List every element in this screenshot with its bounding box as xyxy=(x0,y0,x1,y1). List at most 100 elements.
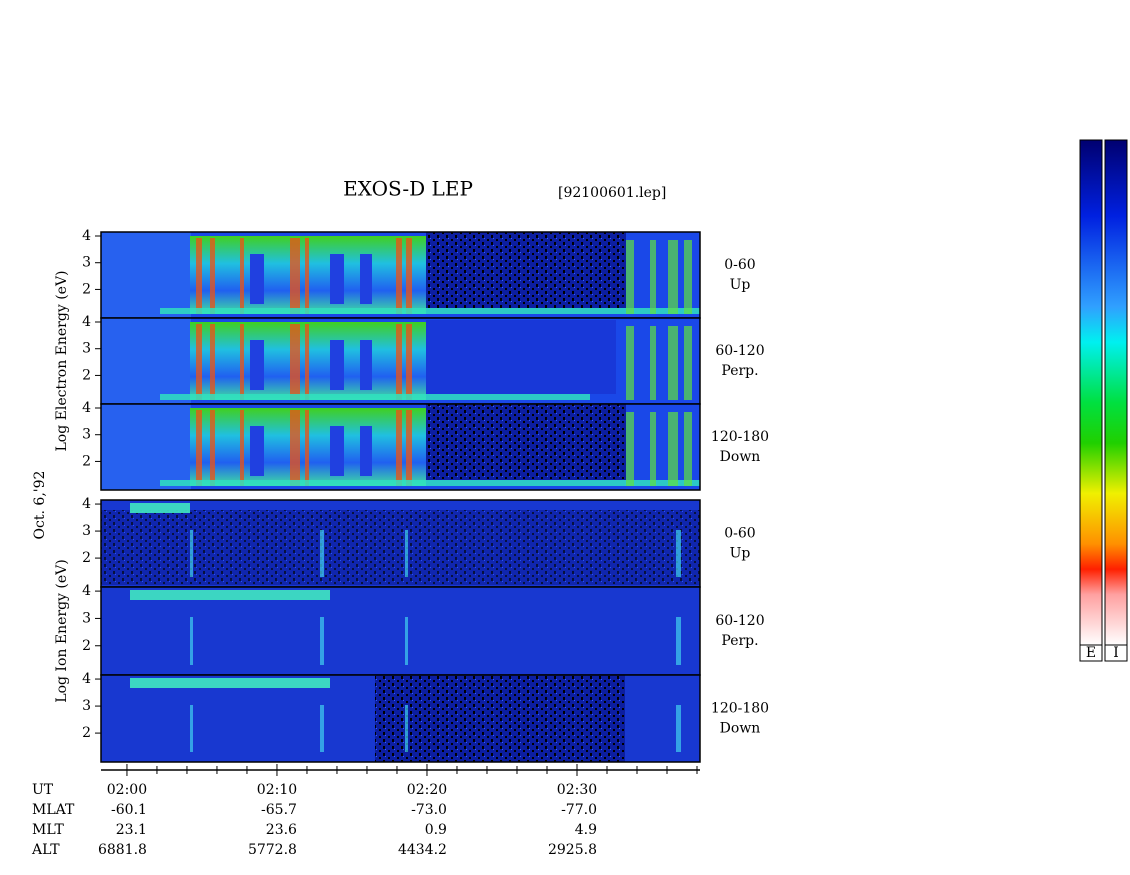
panel-frame xyxy=(100,403,701,491)
gap-region xyxy=(330,426,344,476)
quiet-region xyxy=(426,404,626,480)
intensity-stripe xyxy=(668,240,678,314)
y-tick-label: 4 xyxy=(82,400,91,416)
intensity-stripe xyxy=(676,617,681,665)
x-tick-label: 02:20 xyxy=(407,782,447,798)
intensity-stripe xyxy=(676,530,681,577)
panel-label: 60-120 xyxy=(715,613,764,629)
spectrogram-panel: 2 3 4 60-120 Perp. xyxy=(82,583,765,676)
low-energy-region xyxy=(101,404,191,490)
y-tick-label: 4 xyxy=(82,228,91,244)
intensity-stripe xyxy=(210,238,215,314)
noise-region xyxy=(375,675,625,762)
intensity-stripe xyxy=(405,530,408,577)
panel-label: 120-180 xyxy=(711,429,769,445)
intensity-stripe xyxy=(190,705,193,752)
intensity-stripe xyxy=(290,410,300,486)
x-tick-label: 02:00 xyxy=(107,782,147,798)
orbit-value: 5772.8 xyxy=(248,842,297,858)
intensity-stripe xyxy=(396,324,402,400)
y-tick-label: 3 xyxy=(82,255,91,271)
orbit-value: 4.9 xyxy=(575,822,597,838)
y-tick-label: 3 xyxy=(82,610,91,626)
y-tick-label: 3 xyxy=(82,523,91,539)
y-tick-label: 2 xyxy=(82,367,91,383)
orbit-value: 6881.8 xyxy=(98,842,147,858)
low-energy-band xyxy=(160,394,590,400)
intensity-stripe xyxy=(626,240,634,314)
panel-label: Down xyxy=(720,449,761,465)
low-energy-region xyxy=(101,318,191,404)
spectrogram-panel: 2 3 4 120-180 Down xyxy=(82,671,769,763)
title-block: EXOS-D LEP [92100601.lep] xyxy=(343,177,666,202)
intensity-stripe xyxy=(196,238,202,314)
quiet-region xyxy=(426,232,626,308)
panel-label: 60-120 xyxy=(715,343,764,359)
intensity-stripe xyxy=(190,617,193,665)
orbit-value: 0.9 xyxy=(425,822,447,838)
intensity-stripe xyxy=(684,326,692,400)
panel-frame xyxy=(100,674,701,763)
colorbars: E I xyxy=(1079,139,1128,662)
noise-region xyxy=(101,510,700,585)
intensity-stripe xyxy=(406,410,412,486)
x-tick-label: 02:30 xyxy=(557,782,597,798)
orbit-value: 2925.8 xyxy=(548,842,597,858)
panel-label: Up xyxy=(730,546,751,562)
y-axis-label: Log Electron Energy (eV) xyxy=(54,270,70,451)
intensity-stripe xyxy=(240,238,244,314)
colorbar-label-box xyxy=(1104,644,1128,662)
intensity-stripe xyxy=(650,240,656,314)
panel-background xyxy=(101,587,700,675)
orbit-row-label: UT xyxy=(32,782,54,798)
intensity-stripe xyxy=(676,705,681,752)
intensity-stripe xyxy=(650,412,656,486)
orbit-value: 23.6 xyxy=(266,822,297,838)
panel-label: 0-60 xyxy=(724,526,755,542)
spectrogram-panels: 2 3 4 0-60 Up 2 3 4 60-120 Perp. 2 3 4 120-180 Down 2 3 4… xyxy=(82,228,769,763)
y-tick-label: 4 xyxy=(82,671,91,687)
orbit-value: 23.1 xyxy=(116,822,147,838)
orbit-value: -73.0 xyxy=(411,802,447,818)
orbit-value: -60.1 xyxy=(111,802,147,818)
low-energy-region xyxy=(101,232,191,318)
gap-region xyxy=(360,254,372,304)
panel-label: Perp. xyxy=(721,633,758,649)
spectrogram-panel: 2 3 4 0-60 Up xyxy=(82,496,756,588)
ion-beam xyxy=(130,503,190,513)
chart-title: EXOS-D LEP xyxy=(343,177,473,201)
orbit-value: 4434.2 xyxy=(398,842,447,858)
intensity-stripe xyxy=(406,324,412,400)
intensity-stripe xyxy=(668,412,678,486)
gap-region xyxy=(250,254,264,304)
gap-region xyxy=(360,426,372,476)
gap-region xyxy=(330,254,344,304)
ion-beam xyxy=(130,678,330,688)
intensity-stripe xyxy=(320,617,324,665)
intensity-stripe xyxy=(320,705,324,752)
intensity-stripe xyxy=(626,412,634,486)
y-tick-label: 3 xyxy=(82,341,91,357)
orbit-row-label: MLT xyxy=(32,822,64,838)
panel-label: Down xyxy=(720,721,761,737)
colorbar-label: I xyxy=(1113,645,1119,661)
colorbar xyxy=(1104,139,1128,646)
y-tick-label: 3 xyxy=(82,427,91,443)
chart-subtitle: [92100601.lep] xyxy=(558,185,666,201)
intensity-stripe xyxy=(240,324,244,400)
y-tick-label: 2 xyxy=(82,638,91,654)
intensity-stripe xyxy=(240,410,244,486)
intensity-stripe xyxy=(305,238,309,314)
intensity-stripe xyxy=(405,617,408,665)
intensity-stripe xyxy=(396,238,402,314)
y-tick-label: 2 xyxy=(82,725,91,741)
intensity-stripe xyxy=(196,324,202,400)
y-tick-label: 2 xyxy=(82,550,91,566)
orbit-value: -77.0 xyxy=(561,802,597,818)
spectrogram-panel: 2 3 4 60-120 Perp. xyxy=(82,314,765,405)
intensity-stripe xyxy=(668,326,678,400)
date-label: Oct. 6,'92 xyxy=(32,471,48,540)
y-tick-label: 2 xyxy=(82,281,91,297)
quiet-region xyxy=(426,320,616,394)
orbit-value: -65.7 xyxy=(261,802,297,818)
